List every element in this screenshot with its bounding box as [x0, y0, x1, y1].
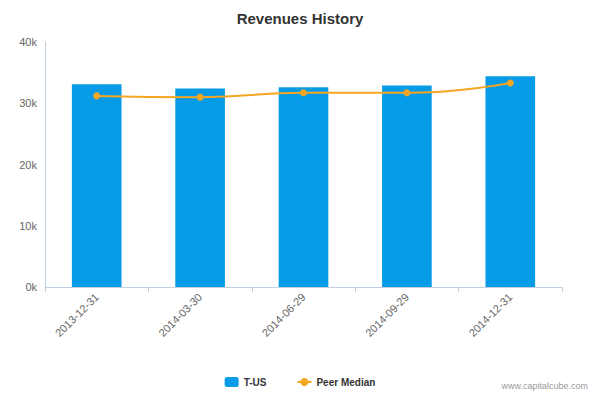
svg-text:2014-03-30: 2014-03-30 [156, 291, 204, 339]
svg-text:0k: 0k [25, 281, 37, 293]
svg-text:2014-09-29: 2014-09-29 [363, 291, 411, 339]
svg-text:Peer Median: Peer Median [316, 377, 375, 388]
svg-text:2013-12-31: 2013-12-31 [53, 291, 101, 339]
svg-text:T-US: T-US [244, 377, 267, 388]
svg-text:www.capitalcube.com: www.capitalcube.com [500, 381, 588, 391]
svg-text:Revenues History: Revenues History [237, 10, 364, 27]
svg-text:40k: 40k [19, 36, 37, 48]
svg-text:10k: 10k [19, 220, 37, 232]
svg-text:20k: 20k [19, 159, 37, 171]
svg-text:30k: 30k [19, 97, 37, 109]
svg-text:2014-12-31: 2014-12-31 [466, 291, 514, 339]
svg-text:2014-06-29: 2014-06-29 [260, 291, 308, 339]
